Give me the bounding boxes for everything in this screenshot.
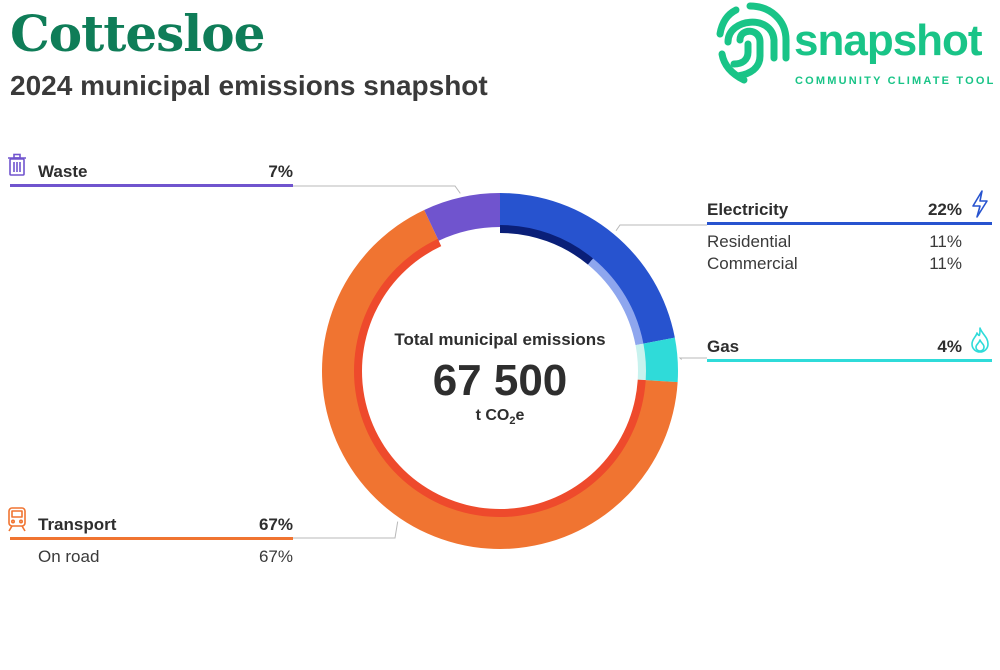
leader-line-transport bbox=[293, 521, 399, 539]
page-title: Cottesloe bbox=[10, 4, 265, 63]
category-name: Electricity bbox=[707, 200, 789, 219]
center-unit: t CO2e bbox=[476, 407, 525, 427]
subcategory-row: On road 67% bbox=[38, 545, 293, 567]
train-icon bbox=[8, 507, 26, 532]
outer-slice-gas bbox=[641, 337, 678, 383]
category-header: Waste 7% bbox=[10, 160, 293, 184]
subcategory-percent: 11% bbox=[929, 232, 962, 251]
category-rule bbox=[707, 359, 992, 362]
subcategory-name: Residential bbox=[707, 232, 792, 251]
unit-suffix: e bbox=[516, 407, 525, 424]
logo-tagline: COMMUNITY CLIMATE TOOL bbox=[795, 75, 996, 87]
unit-prefix: t CO bbox=[476, 407, 510, 424]
category-header: Electricity 22% bbox=[707, 198, 992, 222]
lightning-icon bbox=[972, 190, 988, 218]
category-rule bbox=[10, 184, 293, 187]
category-percent: 67% bbox=[258, 515, 293, 534]
leader-line-waste bbox=[293, 185, 461, 194]
subcategory-percent: 11% bbox=[929, 254, 962, 273]
category-percent: 4% bbox=[937, 337, 962, 356]
category-name: Waste bbox=[38, 162, 88, 181]
flame-icon bbox=[971, 327, 989, 353]
outer-slice-electricity bbox=[500, 193, 675, 345]
category-rule bbox=[10, 537, 293, 540]
inner-slice-gas bbox=[635, 343, 646, 381]
category-transport: Transport 67% On road 67% bbox=[10, 513, 293, 567]
category-percent: 7% bbox=[268, 162, 293, 181]
subcategory-row: Commercial 11% bbox=[707, 252, 962, 274]
fingerprint-logo-icon bbox=[716, 2, 790, 84]
category-rule bbox=[707, 222, 992, 225]
category-name: Transport bbox=[38, 515, 117, 534]
logo-wordmark: snapshot bbox=[794, 16, 983, 65]
leader-lines bbox=[293, 185, 707, 539]
outer-ring bbox=[321, 193, 678, 549]
page-subtitle: 2024 municipal emissions snapshot bbox=[10, 70, 488, 101]
category-name: Gas bbox=[707, 337, 740, 356]
unit-subscript: 2 bbox=[509, 415, 515, 427]
subcategory-name: On road bbox=[38, 547, 100, 566]
leader-line-electricity bbox=[615, 224, 707, 232]
inner-slice-electricity-1 bbox=[587, 258, 644, 346]
category-electricity: Electricity 22% Residential 11% Commerci… bbox=[707, 198, 992, 274]
subcategory-row: Residential 11% bbox=[707, 230, 962, 252]
center-total-value: 67 500 bbox=[433, 356, 568, 405]
category-percent: 22% bbox=[927, 200, 962, 219]
inner-ring bbox=[354, 225, 646, 517]
bin-icon bbox=[8, 153, 26, 176]
category-gas: Gas 4% bbox=[707, 335, 992, 362]
inner-slice-electricity-0 bbox=[500, 225, 594, 265]
category-header: Transport 67% bbox=[10, 513, 293, 537]
subcategory-name: Commercial bbox=[707, 254, 798, 273]
outer-slice-waste bbox=[424, 193, 500, 241]
center-label: Total municipal emissions bbox=[394, 330, 605, 349]
category-waste: Waste 7% bbox=[10, 160, 293, 187]
leader-line-gas bbox=[678, 357, 707, 360]
subcategory-percent: 67% bbox=[258, 547, 293, 566]
category-header: Gas 4% bbox=[707, 335, 992, 359]
